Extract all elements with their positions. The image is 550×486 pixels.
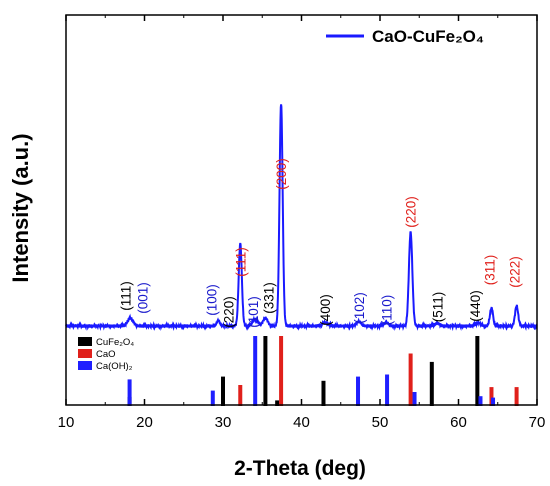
reference-line-2-5 (412, 392, 417, 406)
plot-area (65, 104, 538, 332)
x-tick-label-6: 70 (529, 414, 546, 431)
x-tick-label-0: 10 (58, 414, 75, 431)
legend-swatch-ref-0 (78, 337, 92, 346)
peak-labels: (111) (001) (100) (220)(111)(101) (331)(200)… (118, 158, 522, 328)
legend-label-ref-1: CaO (96, 349, 116, 360)
peak-label-0: (111) (118, 281, 133, 311)
axes: 10 20 30 40 50 60 70 (58, 14, 546, 431)
reference-line-2-2 (253, 336, 258, 406)
legend-swatch-ref-2 (78, 361, 92, 370)
peak-label-10: (110) (379, 295, 394, 326)
x-tick-label-4: 50 (372, 414, 389, 431)
reference-line-2-7 (491, 397, 496, 406)
peak-label-8: (400) (318, 294, 333, 326)
reference-line-1-0 (238, 385, 243, 406)
reference-line-2-3 (356, 376, 361, 406)
reference-line-1-3 (489, 387, 494, 406)
legend-label-main: CaO-CuFe₂O₄ (372, 27, 484, 46)
reference-line-1-1 (279, 336, 284, 406)
legend-swatch-ref-1 (78, 349, 92, 358)
plot-frame (65, 14, 538, 406)
reference-line-0-2 (263, 336, 268, 406)
peak-label-4: (111) (233, 247, 248, 277)
peak-label-7: (200) (274, 158, 289, 190)
reference-line-0-5 (429, 361, 434, 406)
peak-label-6: (331) (261, 282, 276, 314)
x-tick-label-1: 20 (136, 414, 153, 431)
x-axis-title: 2-Theta (deg) (234, 457, 366, 480)
reference-patterns (127, 336, 519, 406)
peak-label-13: (440) (468, 290, 483, 322)
reference-line-0-6 (475, 336, 480, 406)
reference-line-2-4 (385, 374, 390, 406)
peak-label-9: (102) (352, 292, 367, 324)
peak-label-3: (220) (221, 296, 236, 328)
peak-label-12: (511) (430, 292, 445, 323)
reference-line-0-4 (321, 380, 326, 406)
peak-label-1: (001) (135, 282, 150, 314)
x-tick-label-3: 40 (293, 414, 310, 431)
reference-line-2-6 (478, 396, 483, 406)
y-axis-title: Intensity (a.u.) (8, 133, 33, 282)
reference-line-1-2 (408, 353, 413, 406)
reference-line-2-0 (127, 379, 132, 406)
peak-label-15: (222) (508, 256, 523, 288)
peak-label-5: (101) (246, 296, 261, 328)
x-tick-label-2: 30 (215, 414, 232, 431)
reference-line-0-3 (275, 400, 280, 406)
peak-label-2: (100) (204, 284, 219, 316)
reference-line-1-4 (514, 387, 519, 406)
peak-label-11: (220) (404, 196, 419, 228)
legend-label-ref-0: CuFe₂O₄ (96, 337, 134, 348)
reference-line-2-1 (210, 390, 215, 406)
legend-label-ref-2: Ca(OH)₂ (96, 361, 133, 372)
reference-line-0-1 (221, 376, 225, 406)
xrd-series-line (65, 104, 538, 332)
x-tick-label-5: 60 (450, 414, 467, 431)
peak-label-14: (311) (483, 255, 498, 286)
